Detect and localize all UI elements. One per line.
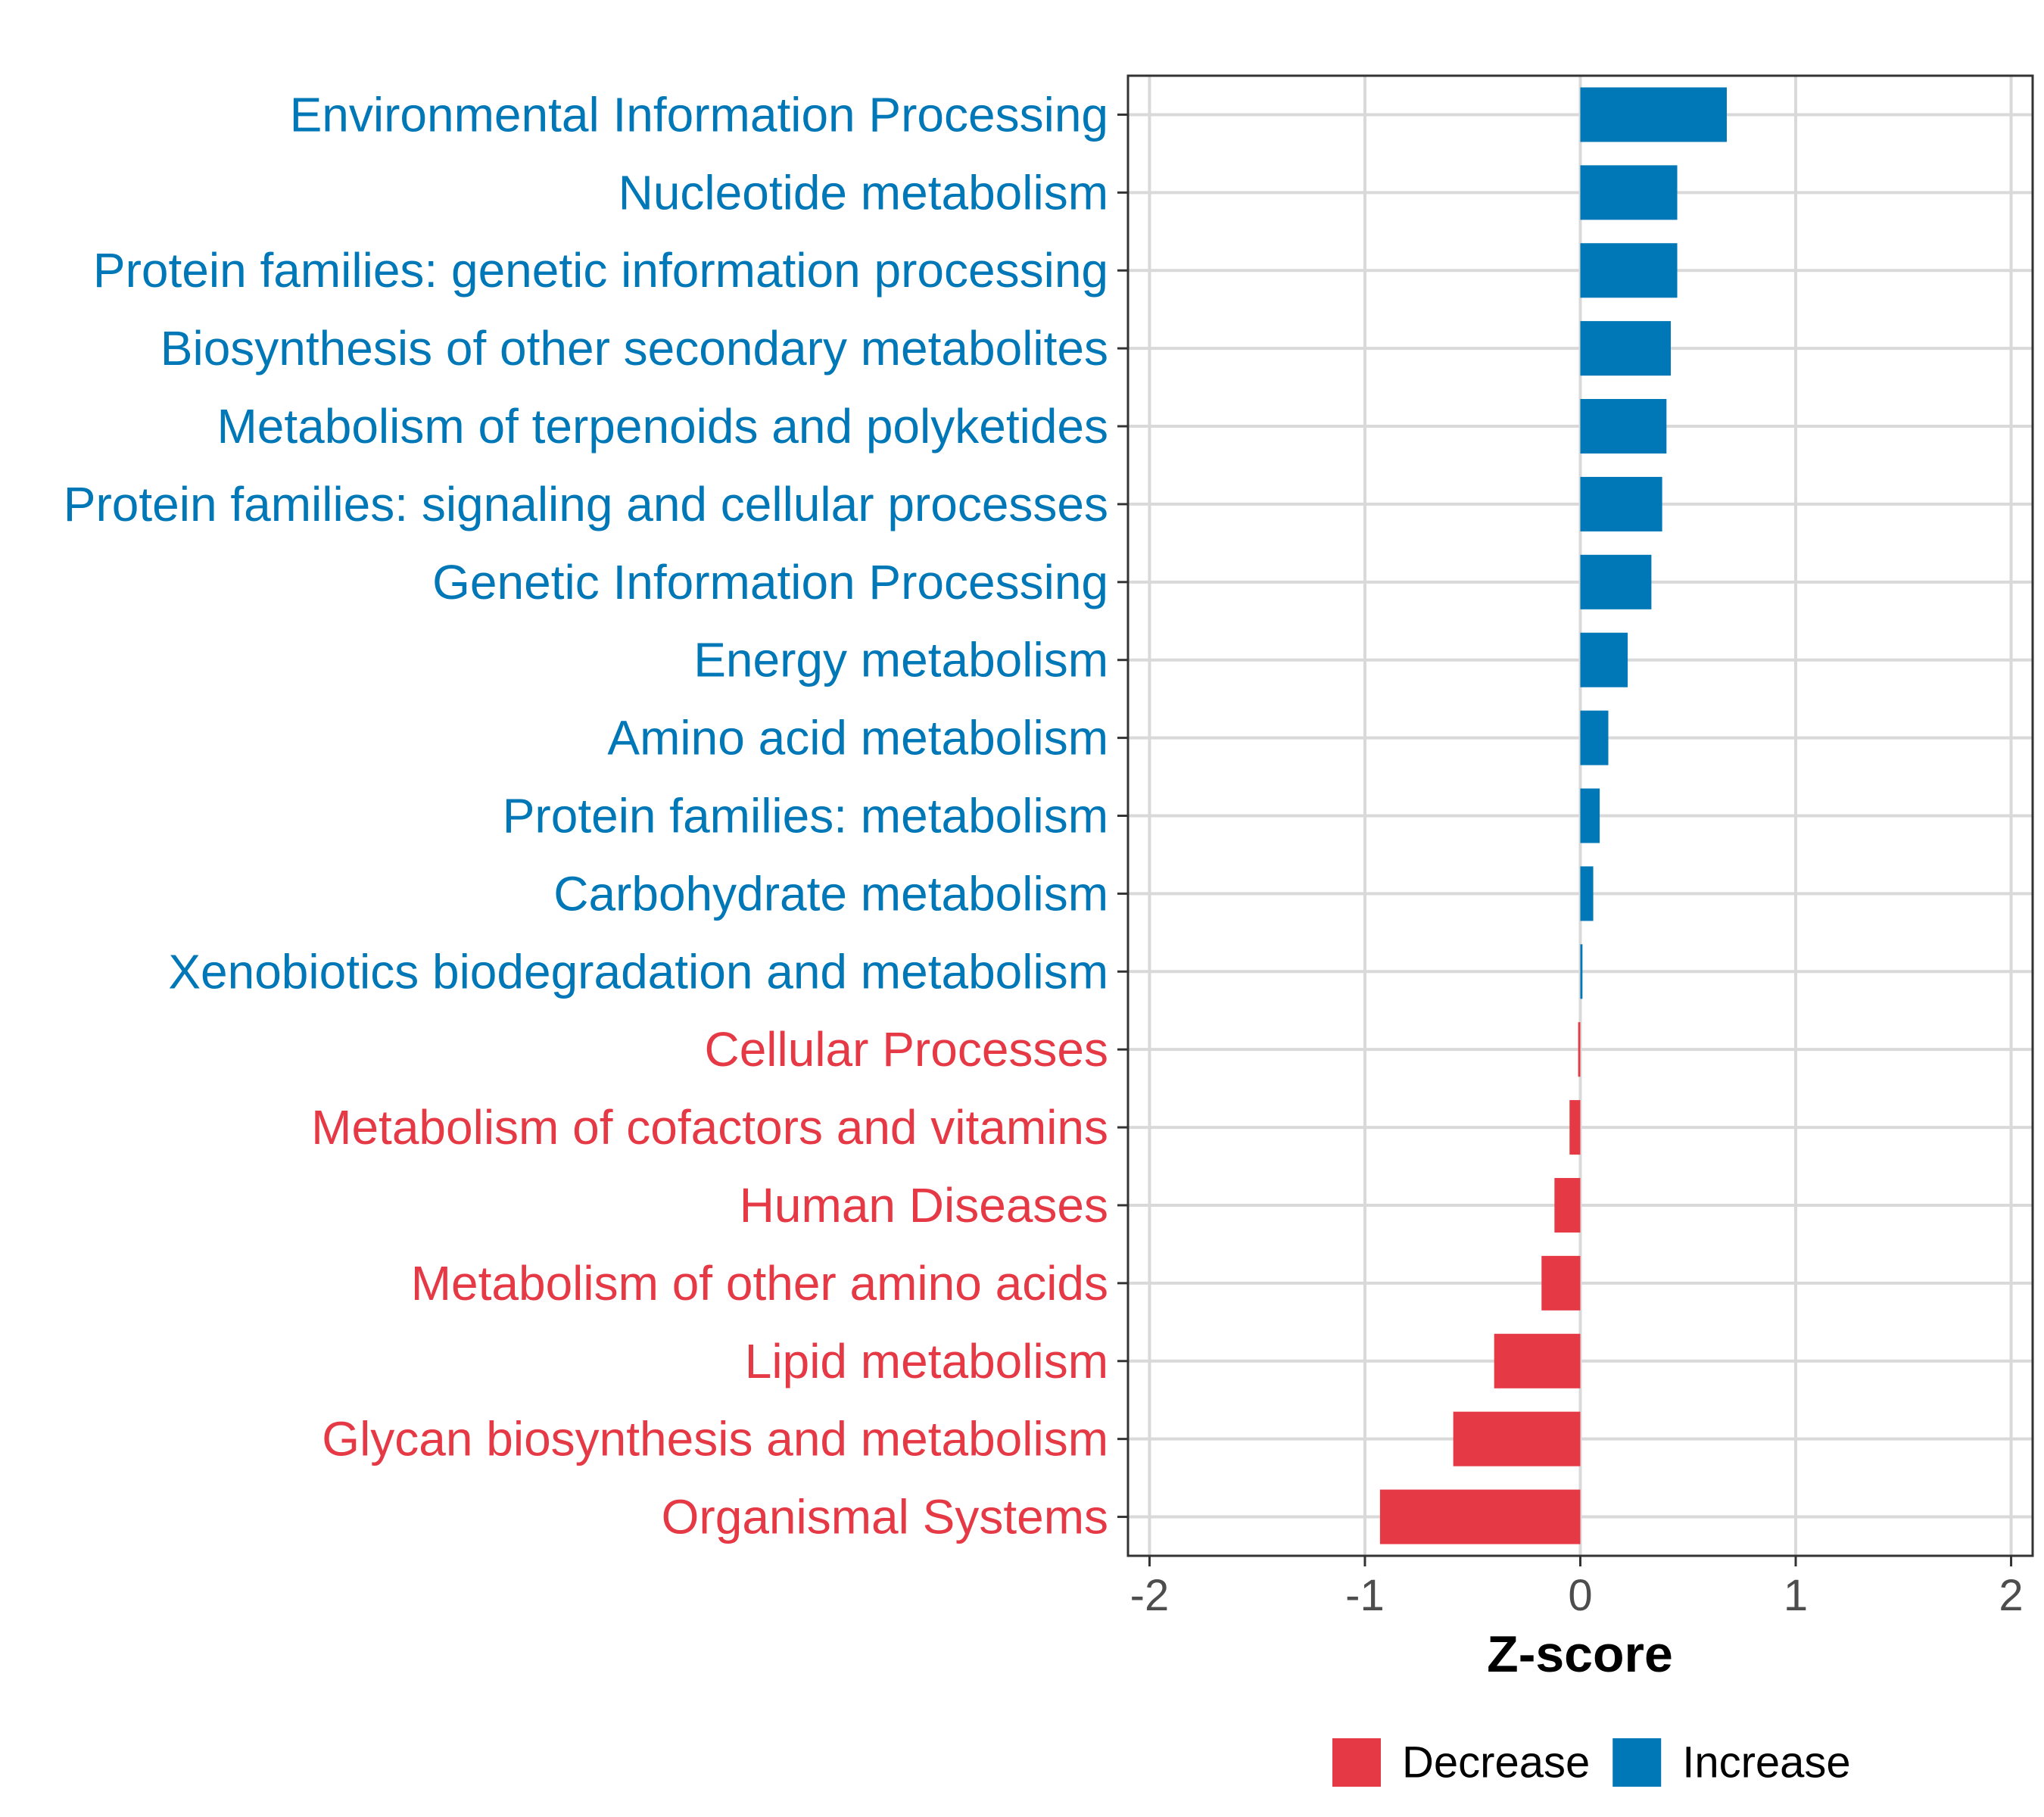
bar-genetic-information-processing <box>1580 554 1652 609</box>
category-label: Metabolism of cofactors and vitamins <box>311 1100 1108 1155</box>
category-label: Protein families: signaling and cellular… <box>64 477 1108 531</box>
category-label: Protein families: genetic information pr… <box>93 243 1108 298</box>
category-label: Xenobiotics biodegradation and metabolis… <box>168 944 1108 999</box>
bar-metabolism-of-terpenoids-and-polyketides <box>1580 399 1667 454</box>
bar-metabolism-of-other-amino-acids <box>1541 1255 1581 1311</box>
x-axis: -2 -1 0 1 2 <box>1117 113 2024 1620</box>
category-label: Nucleotide metabolism <box>618 165 1108 220</box>
legend: Decrease Increase <box>1332 1738 1851 1787</box>
category-label: Organismal Systems <box>662 1490 1108 1544</box>
bar-nucleotide-metabolism <box>1580 165 1678 220</box>
bar-protein-families-signaling-and-cellular-processes <box>1580 476 1662 531</box>
legend-swatch-decrease <box>1332 1738 1381 1787</box>
bar-environmental-information-processing <box>1580 87 1727 142</box>
bar-protein-families-metabolism <box>1580 788 1600 843</box>
category-label: Energy metabolism <box>693 633 1108 687</box>
bar-carbohydrate-metabolism <box>1580 866 1594 921</box>
category-label-layer: Environmental Information Processing Nucl… <box>64 87 1108 1544</box>
category-label: Environmental Information Processing <box>290 87 1108 142</box>
category-label: Glycan biosynthesis and metabolism <box>322 1412 1108 1466</box>
x-tick-label: 1 <box>1784 1571 1808 1620</box>
bar-human-diseases <box>1554 1177 1581 1233</box>
bar-xenobiotics-biodegradation-and-metabolism <box>1580 944 1583 999</box>
category-label: Carbohydrate metabolism <box>553 866 1108 921</box>
bar-glycan-biosynthesis-and-metabolism <box>1453 1411 1581 1466</box>
bar-metabolism-of-cofactors-and-vitamins <box>1569 1100 1581 1155</box>
x-tick-label: -2 <box>1130 1571 1170 1620</box>
bar-cellular-processes <box>1578 1022 1581 1077</box>
category-label: Protein families: metabolism <box>503 789 1108 843</box>
legend-swatch-increase <box>1612 1738 1662 1787</box>
bar-biosynthesis-of-other-secondary-metabolites <box>1580 321 1671 376</box>
x-tick-label: 0 <box>1568 1571 1592 1620</box>
bar-layer <box>1379 87 1727 1544</box>
category-label: Biosynthesis of other secondary metaboli… <box>160 321 1108 376</box>
category-label: Human Diseases <box>740 1178 1108 1233</box>
bar-energy-metabolism <box>1580 632 1628 687</box>
bar-organismal-systems <box>1379 1489 1581 1544</box>
category-label: Amino acid metabolism <box>607 711 1108 765</box>
category-label: Genetic Information Processing <box>432 555 1108 609</box>
bar-lipid-metabolism <box>1494 1333 1581 1388</box>
legend-label-decrease: Decrease <box>1402 1738 1590 1787</box>
x-axis-title: Z-score <box>1487 1625 1673 1683</box>
legend-label-increase: Increase <box>1682 1738 1850 1787</box>
category-label: Metabolism of other amino acids <box>411 1256 1108 1311</box>
category-label: Cellular Processes <box>704 1022 1108 1077</box>
bar-protein-families-genetic-information-processing <box>1580 243 1678 298</box>
bar-amino-acid-metabolism <box>1580 710 1609 765</box>
x-tick-label: 2 <box>1999 1571 2023 1620</box>
x-tick-label: -1 <box>1345 1571 1385 1620</box>
category-label: Lipid metabolism <box>745 1334 1108 1388</box>
category-label: Metabolism of terpenoids and polyketides <box>217 399 1108 453</box>
